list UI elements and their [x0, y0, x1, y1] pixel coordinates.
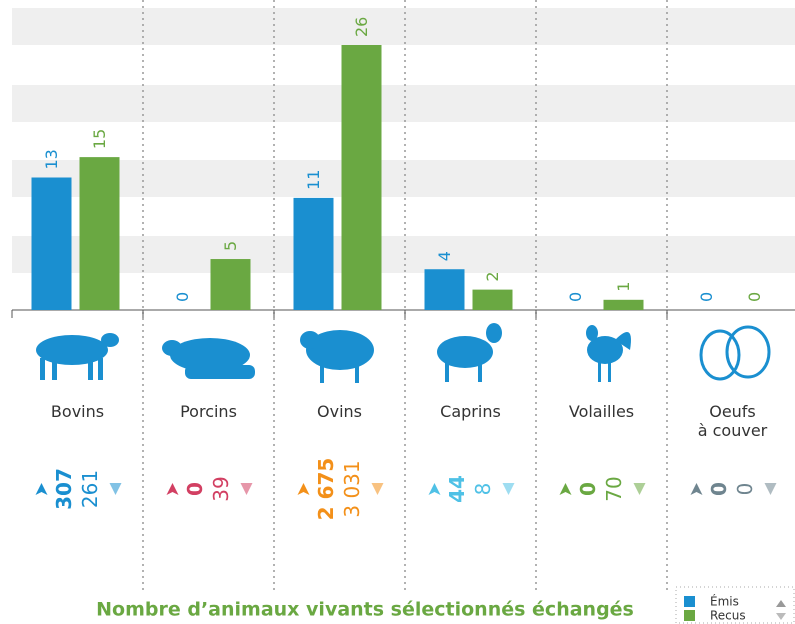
sent-arrow — [691, 483, 703, 495]
sent-arrow — [560, 483, 572, 495]
bar-value-label: 0 — [745, 292, 764, 302]
bar-value-label: 5 — [221, 241, 240, 251]
received-arrow — [634, 483, 646, 495]
egg-icon — [701, 327, 769, 379]
received-arrow — [372, 483, 384, 495]
sent-total: 307 — [52, 468, 76, 510]
bands — [12, 8, 795, 273]
bar-value-label: 13 — [42, 149, 61, 169]
sent-total: 0 — [707, 482, 731, 496]
chart-title: Nombre d’animaux vivants sélectionnés éc… — [96, 599, 634, 621]
bar — [342, 45, 382, 310]
received-total: 70 — [602, 476, 626, 501]
sent-total: 2 675 — [314, 458, 338, 521]
rooster-icon — [586, 325, 631, 382]
pig-icon — [162, 338, 255, 379]
sent-arrow — [429, 483, 441, 495]
legend-down-arrow — [776, 613, 786, 620]
bar-value-label: 1 — [614, 282, 633, 292]
page: 13153072610503911262 6753 03142448010700… — [0, 0, 795, 624]
band — [12, 85, 795, 122]
bar-value-label: 15 — [90, 129, 109, 149]
sent-arrow — [298, 483, 310, 495]
received-arrow — [503, 483, 515, 495]
bar — [604, 300, 644, 310]
bar-value-label: 4 — [435, 251, 454, 261]
bar — [211, 259, 251, 310]
received-total: 39 — [209, 476, 233, 501]
bar-value-label: 11 — [304, 170, 323, 190]
category-label: Porcins — [143, 402, 274, 421]
sheep-icon — [300, 330, 374, 383]
legend-swatch — [684, 596, 695, 607]
legend-label: Recus — [710, 609, 746, 623]
received-total: 0 — [733, 483, 757, 496]
cow-icon — [36, 333, 119, 380]
bar-value-label: 0 — [697, 292, 716, 302]
received-arrow — [765, 483, 777, 495]
goat-icon — [437, 323, 502, 382]
legend-up-arrow — [776, 600, 786, 607]
bar — [32, 178, 72, 311]
sent-total: 0 — [576, 482, 600, 496]
band — [12, 236, 795, 273]
bar-value-label: 2 — [483, 271, 502, 281]
category-label: Ovins — [274, 402, 405, 421]
category-label: Volailles — [536, 402, 667, 421]
icons — [36, 323, 769, 383]
band — [12, 160, 795, 197]
sent-total: 44 — [445, 475, 469, 503]
sent-total: 0 — [183, 482, 207, 496]
sent-arrow — [167, 483, 179, 495]
bar — [80, 157, 120, 310]
received-arrow — [110, 483, 122, 495]
bar — [294, 198, 334, 310]
received-arrow — [241, 483, 253, 495]
received-total: 8 — [471, 483, 495, 496]
band — [12, 8, 795, 45]
chart: 13153072610503911262 6753 03142448010700… — [0, 0, 795, 624]
bar-value-label: 0 — [173, 292, 192, 302]
legend-label: Émis — [710, 594, 739, 609]
category-label: Bovins — [12, 402, 143, 421]
received-total: 261 — [78, 470, 102, 508]
category-label: Caprins — [405, 402, 536, 421]
bar-value-label: 26 — [352, 17, 371, 37]
category-label: Oeufs à couver — [667, 402, 795, 440]
sent-arrow — [36, 483, 48, 495]
bar-value-label: 0 — [566, 292, 585, 302]
bar — [425, 269, 465, 310]
legend-swatch — [684, 610, 695, 621]
received-total: 3 031 — [340, 460, 364, 517]
bar — [473, 290, 513, 310]
